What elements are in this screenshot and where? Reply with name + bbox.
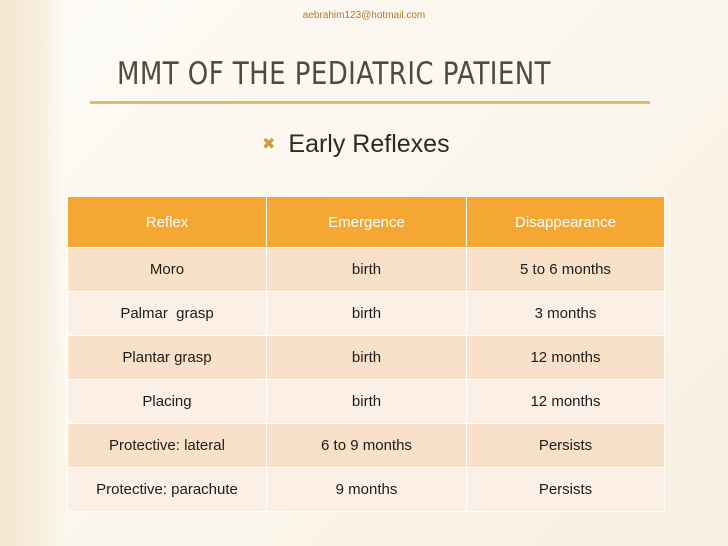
header-emergence: Emergence xyxy=(266,196,467,248)
table-row: Moro birth 5 to 6 months xyxy=(67,247,665,292)
title-underline xyxy=(90,101,650,104)
cell-disappearance: Persists xyxy=(466,467,665,512)
cell-disappearance: 3 months xyxy=(466,291,665,336)
reflex-table: Reflex Emergence Disappearance Moro birt… xyxy=(67,196,665,512)
bullet-point: ✖ Early Reflexes xyxy=(262,130,450,159)
cell-emergence: 6 to 9 months xyxy=(266,423,467,468)
cell-reflex: Placing xyxy=(67,379,267,424)
header-reflex: Reflex xyxy=(67,196,267,248)
cell-emergence: birth xyxy=(266,291,467,336)
table-header-row: Reflex Emergence Disappearance xyxy=(67,196,665,248)
cell-emergence: birth xyxy=(266,379,467,424)
cell-reflex: Protective: lateral xyxy=(67,423,267,468)
header-disappearance: Disappearance xyxy=(466,196,665,248)
cell-reflex: Palmar grasp xyxy=(67,291,267,336)
cell-disappearance: Persists xyxy=(466,423,665,468)
cell-disappearance: 12 months xyxy=(466,335,665,380)
bullet-text: Early Reflexes xyxy=(288,130,450,158)
cell-reflex: Moro xyxy=(67,247,267,292)
slide-title: MMT of the Pediatric Patient xyxy=(117,56,551,92)
cell-emergence: birth xyxy=(266,335,467,380)
cell-reflex: Protective: parachute xyxy=(67,467,267,512)
x-mark-bullet-icon: ✖ xyxy=(262,135,276,153)
cell-disappearance: 12 months xyxy=(466,379,665,424)
table-row: Palmar grasp birth 3 months xyxy=(67,291,665,336)
left-decorative-band xyxy=(0,0,64,546)
table-row: Placing birth 12 months xyxy=(67,379,665,424)
table-row: Protective: parachute 9 months Persists xyxy=(67,467,665,512)
cell-emergence: 9 months xyxy=(266,467,467,512)
table-row: Plantar grasp birth 12 months xyxy=(67,335,665,380)
author-email: aebrahim123@hotmail.com xyxy=(302,10,426,21)
cell-disappearance: 5 to 6 months xyxy=(466,247,665,292)
cell-emergence: birth xyxy=(266,247,467,292)
table-row: Protective: lateral 6 to 9 months Persis… xyxy=(67,423,665,468)
cell-reflex: Plantar grasp xyxy=(67,335,267,380)
